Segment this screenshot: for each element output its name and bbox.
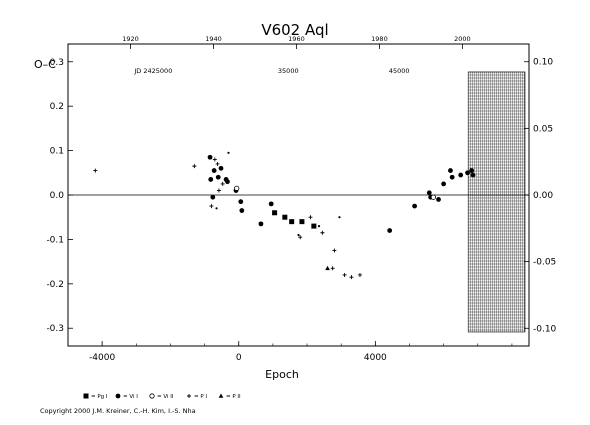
- data-point-plus: [332, 248, 337, 253]
- data-point-circle: [218, 165, 224, 171]
- data-point-circle: [470, 172, 476, 178]
- y-axis-label: O–C: [34, 58, 56, 71]
- legend-marker: [83, 393, 89, 399]
- y2-tick-label: -0.05: [533, 258, 556, 268]
- data-point-circle: [387, 228, 393, 233]
- data-point-circle: [239, 208, 245, 213]
- data-point-circle: [465, 170, 470, 176]
- data-points: [93, 151, 476, 280]
- y2-tick-label: -0.10: [533, 324, 557, 334]
- y2-tick-label: 0.10: [533, 58, 553, 68]
- year-tick-label: 1980: [371, 35, 388, 43]
- data-point-circle: [207, 154, 213, 160]
- data-point-circle: [225, 179, 230, 185]
- legend-label: = P I: [194, 394, 207, 400]
- jd-label: 35000: [278, 67, 299, 75]
- data-point-circle: [238, 199, 244, 205]
- data-point-square: [272, 210, 278, 216]
- y2-tick-label: 0.05: [533, 124, 553, 134]
- data-point-circle: [469, 168, 475, 173]
- x-axis: -4000 0 4000: [67, 341, 513, 363]
- data-point-circle: [268, 201, 274, 207]
- year-tick-label: 1940: [205, 35, 222, 43]
- data-point-plus: [220, 181, 225, 186]
- y-tick-label: 0.2: [50, 102, 64, 112]
- x-tick-label: 0: [236, 353, 242, 363]
- data-point-plus: [298, 235, 303, 240]
- y-tick-label: 0.0: [50, 191, 65, 201]
- x-tick-label: 4000: [364, 353, 387, 363]
- y-tick-label: -0.2: [46, 280, 64, 290]
- data-point-circle: [441, 181, 447, 187]
- shaded-region: [467, 71, 526, 333]
- data-point-plus: [308, 215, 313, 220]
- data-point-circle: [426, 190, 432, 196]
- data-point-circle: [215, 174, 221, 180]
- data-point-plus: [192, 164, 197, 169]
- legend-label: = Pg I: [91, 394, 108, 400]
- data-point-plus: [342, 272, 347, 277]
- data-point-plus: [216, 188, 221, 193]
- data-point-dot: [297, 233, 300, 237]
- year-tick-label: 1920: [122, 35, 139, 43]
- data-point-circle: [258, 221, 264, 227]
- data-point-plus: [320, 230, 325, 235]
- x-axis-label: Epoch: [265, 368, 299, 381]
- legend-marker: [115, 393, 121, 399]
- y2-tick-label: 0.00: [533, 191, 553, 201]
- data-point-circle: [208, 177, 214, 182]
- data-point-circle: [412, 203, 418, 209]
- legend-marker: [149, 393, 155, 399]
- data-point-square: [299, 219, 305, 225]
- y2-axis: 0.10 0.05 0.00 -0.05 -0.10: [524, 58, 557, 334]
- legend-label: = P II: [226, 394, 241, 400]
- data-point-plus: [349, 275, 354, 280]
- x-tick-label: -4000: [89, 353, 115, 363]
- legend-marker: [218, 393, 224, 398]
- data-point-plus: [215, 161, 220, 166]
- data-point-circle: [449, 174, 455, 180]
- data-point-open-circle: [430, 194, 436, 200]
- copyright: Copyright 2000 J.M. Kreiner, C.-H. Kim, …: [40, 407, 196, 415]
- y-tick-label: -0.3: [46, 324, 64, 334]
- jd-labels: JD 2425000 35000 45000: [133, 67, 409, 75]
- shade-box: [467, 71, 526, 333]
- data-point-square: [282, 214, 288, 220]
- data-point-dot: [215, 207, 218, 210]
- y-tick-label: 0.1: [50, 147, 64, 157]
- data-point-dot: [317, 224, 321, 228]
- jd-label: JD 2425000: [133, 67, 172, 75]
- legend-label: = Vi II: [157, 394, 174, 400]
- data-point-circle: [448, 168, 453, 173]
- data-point-circle: [211, 168, 217, 173]
- data-point-plus: [209, 204, 214, 209]
- jd-label: 45000: [389, 67, 410, 75]
- year-tick-label: 1960: [288, 35, 305, 43]
- chart-title: V602 Aql: [261, 21, 328, 39]
- data-point-dot: [227, 151, 230, 154]
- top-year-axis: 1920 1940 1960 1980 2000: [122, 35, 471, 49]
- data-point-plus: [212, 157, 217, 162]
- data-point-plus: [330, 266, 335, 271]
- legend: = Pg I = Vi I = Vi II = P I = P II: [83, 393, 241, 400]
- data-point-dot: [338, 216, 341, 219]
- data-point-square: [311, 223, 317, 229]
- data-point-circle: [210, 194, 216, 200]
- data-point-square: [289, 219, 295, 225]
- data-point-circle: [436, 197, 441, 202]
- data-point-triangle: [325, 265, 330, 271]
- legend-label: = Vi I: [123, 394, 138, 400]
- data-point-plus: [93, 168, 98, 173]
- data-point-open-circle: [234, 185, 240, 191]
- y-axis: 0.3 0.2 0.1 0.0 -0.1 -0.2 -0.3: [46, 58, 73, 334]
- data-point-plus: [357, 272, 362, 277]
- data-point-circle: [458, 172, 464, 178]
- legend-marker: [187, 394, 191, 398]
- y-tick-label: -0.1: [46, 235, 64, 245]
- y-tick-label: 0.3: [50, 58, 64, 68]
- year-tick-label: 2000: [454, 35, 471, 43]
